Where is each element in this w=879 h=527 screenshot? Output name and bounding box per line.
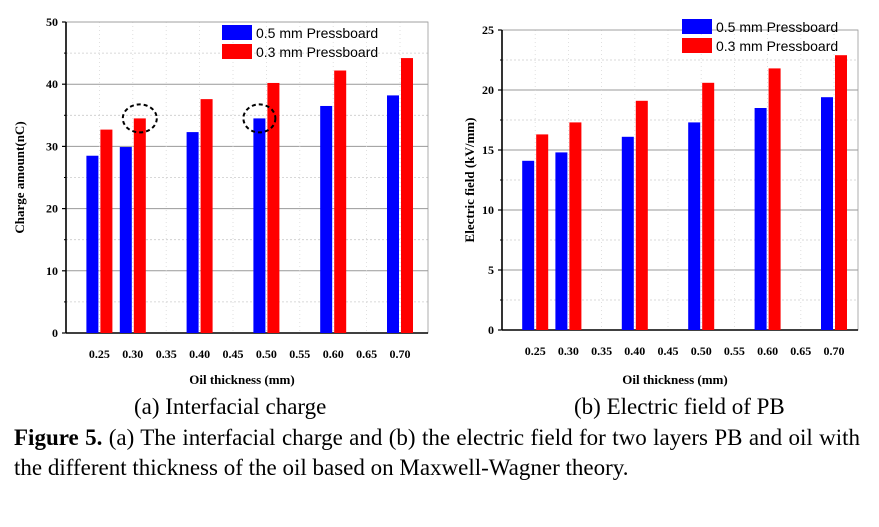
- bar-pb03-0.70: [835, 55, 847, 330]
- legend-label-pb05: 0.5 mm Pressboard: [256, 25, 378, 41]
- x-tick-label: 0.50: [691, 344, 712, 358]
- legend-label-pb03: 0.3 mm Pressboard: [256, 44, 378, 60]
- legend-swatch-pb05: [682, 19, 712, 34]
- x-tick-label: 0.50: [256, 347, 277, 361]
- x-tick-label: 0.70: [390, 347, 411, 361]
- x-tick-label: 0.40: [189, 347, 210, 361]
- figure-caption: Figure 5. (a) The interfacial charge and…: [14, 423, 860, 483]
- bar-pb05-0.70: [821, 97, 833, 330]
- x-tick-label: 0.70: [824, 344, 845, 358]
- bar-pb03-0.60: [334, 70, 347, 334]
- bar-pb03-0.25: [536, 134, 549, 330]
- bar-pb05-0.40: [621, 136, 634, 330]
- bar-pb05-0.30: [119, 147, 132, 333]
- y-tick-label: 5: [488, 263, 494, 277]
- y-axis-label: Electric field (kV/mm): [462, 118, 477, 243]
- bar-pb05-0.70: [387, 95, 399, 333]
- y-tick-label: 40: [46, 77, 58, 91]
- x-tick-label: 0.45: [658, 344, 679, 358]
- bar-pb03-0.60: [768, 68, 781, 331]
- y-tick-label: 15: [482, 143, 494, 157]
- bar-pb05-0.50: [688, 122, 701, 331]
- legend-label-pb05: 0.5 mm Pressboard: [716, 19, 838, 35]
- x-tick-label: 0.65: [790, 344, 811, 358]
- bar-pb03-0.30: [569, 122, 582, 331]
- x-tick-label: 0.40: [624, 344, 645, 358]
- bar-pb03-0.50: [702, 82, 715, 330]
- bar-pb03-0.70: [401, 58, 413, 334]
- y-tick-label: 25: [482, 23, 494, 37]
- bar-pb05-0.40: [186, 132, 199, 333]
- bar-pb03-0.30: [133, 118, 146, 333]
- legend-label-pb03: 0.3 mm Pressboard: [716, 38, 838, 54]
- figure-label: Figure 5.: [14, 425, 103, 450]
- subcaption-a: (a) Interfacial charge: [134, 394, 327, 419]
- bar-pb03-0.25: [100, 129, 113, 333]
- x-axis-label: Oil thickness (mm): [189, 372, 294, 387]
- figure-caption-text: (a) The interfacial charge and (b) the e…: [14, 425, 860, 480]
- x-tick-label: 0.25: [525, 344, 546, 358]
- y-tick-label: 30: [46, 139, 58, 153]
- y-tick-label: 0: [52, 326, 58, 340]
- bar-pb03-0.40: [200, 99, 213, 334]
- bar-pb05-0.25: [522, 160, 535, 330]
- x-tick-label: 0.30: [558, 344, 579, 358]
- x-tick-label: 0.60: [323, 347, 344, 361]
- x-tick-label: 0.35: [591, 344, 612, 358]
- legend-swatch-pb03: [682, 38, 712, 53]
- legend-swatch-pb03: [222, 44, 252, 59]
- y-tick-label: 10: [482, 203, 494, 217]
- y-tick-label: 10: [46, 264, 58, 278]
- bar-pb05-0.30: [555, 152, 568, 330]
- x-tick-label: 0.35: [156, 347, 177, 361]
- y-axis-label: Charge amount(nC): [12, 121, 27, 233]
- x-tick-label: 0.45: [223, 347, 244, 361]
- bar-pb03-0.40: [635, 100, 648, 330]
- annotation-circle: [242, 103, 277, 134]
- y-tick-label: 20: [482, 83, 494, 97]
- x-tick-label: 0.25: [89, 347, 110, 361]
- y-tick-label: 20: [46, 202, 58, 216]
- x-tick-label: 0.55: [724, 344, 745, 358]
- x-tick-label: 0.65: [356, 347, 377, 361]
- bar-pb05-0.50: [253, 118, 266, 333]
- legend-swatch-pb05: [222, 25, 252, 40]
- x-tick-label: 0.60: [757, 344, 778, 358]
- bar-pb05-0.60: [320, 105, 333, 333]
- bar-pb05-0.25: [86, 155, 99, 333]
- bar-pb03-0.50: [267, 82, 280, 334]
- y-tick-label: 50: [46, 15, 58, 29]
- y-tick-label: 0: [488, 323, 494, 337]
- annotation-circle: [121, 103, 158, 134]
- x-axis-label: Oil thickness (mm): [622, 372, 727, 387]
- x-tick-label: 0.55: [289, 347, 310, 361]
- x-tick-label: 0.30: [122, 347, 143, 361]
- subcaption-b: (b) Electric field of PB: [574, 394, 785, 419]
- bar-pb05-0.60: [754, 108, 767, 330]
